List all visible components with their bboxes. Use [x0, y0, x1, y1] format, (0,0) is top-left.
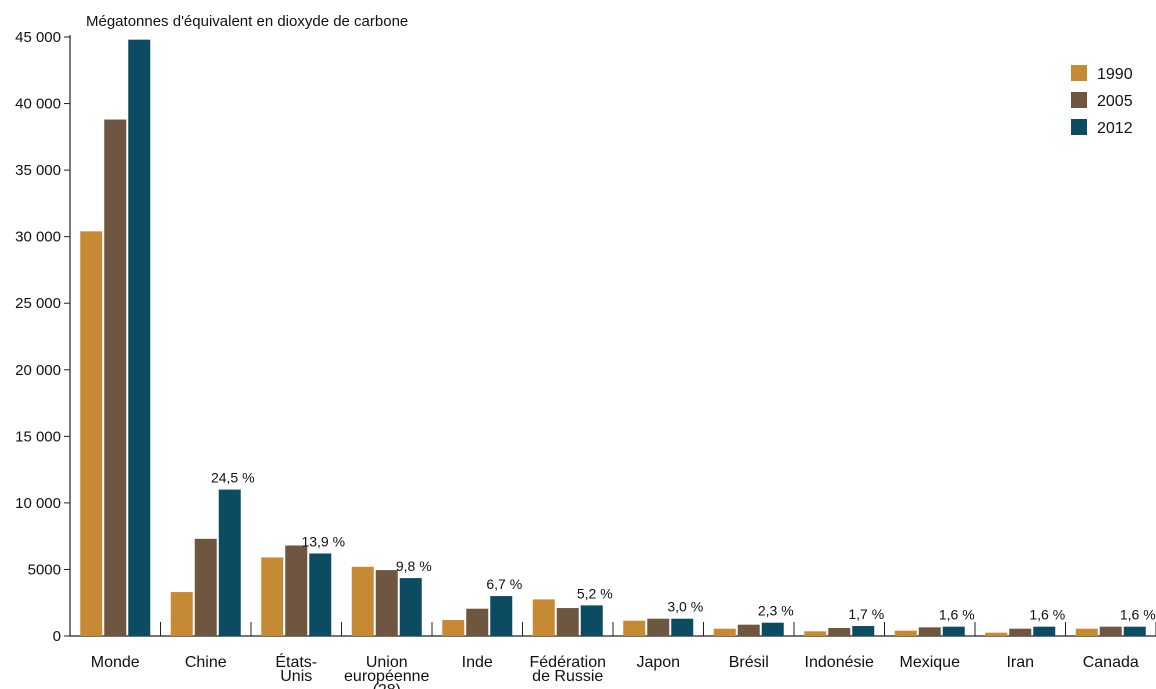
bar-2012 [580, 605, 603, 636]
bar-1990 [623, 620, 646, 636]
bar-2005 [918, 627, 941, 636]
bar-2005 [1099, 626, 1122, 636]
x-category-label: Chine [185, 654, 227, 671]
x-category-label: Canada [1083, 654, 1139, 671]
y-tick-label: 25 000 [15, 295, 61, 312]
bar-2012 [218, 489, 241, 636]
bar-group [351, 566, 422, 636]
bar-1990 [894, 630, 917, 636]
bar-group [261, 545, 332, 636]
bar-group [623, 618, 694, 636]
data-labels: 24,5 % 13,9 % 9,8 % 6,7 % 5,2 % 3,0 % 2,3 % 1,7… [211, 470, 1156, 623]
bar-1990 [532, 599, 555, 636]
y-tick-label: 0 [53, 628, 61, 645]
bar-2012 [309, 553, 332, 636]
bar-2012 [761, 622, 784, 636]
bar-1990 [80, 231, 103, 636]
y-tick-label: 45 000 [15, 29, 61, 46]
bar-2012 [671, 618, 694, 636]
share-data-label: 5,2 % [577, 585, 613, 601]
y-tick-label: 5000 [28, 561, 61, 578]
y-tick-label: 15 000 [15, 428, 61, 445]
legend-swatch-1990 [1071, 65, 1087, 81]
bar-2005 [375, 570, 398, 636]
share-data-label: 3,0 % [667, 599, 703, 615]
bar-2005 [104, 119, 127, 637]
legend-swatch-2005 [1071, 92, 1087, 108]
bar-2012 [852, 626, 875, 636]
bar-group [713, 622, 784, 636]
share-data-label: 2,3 % [758, 603, 794, 619]
bar-1990 [713, 628, 736, 636]
share-data-label: 1,7 % [848, 606, 884, 622]
y-tick-label: 10 000 [15, 495, 61, 512]
bar-groups [80, 39, 1146, 637]
bar-group [170, 489, 241, 636]
bar-group [442, 596, 513, 636]
x-category-label: Iran [1006, 654, 1034, 671]
bar-1990 [1075, 628, 1098, 636]
y-axis-title: Mégatonnes d'équivalent en dioxyde de ca… [86, 13, 408, 30]
x-category-label: Monde [91, 654, 140, 671]
x-category-label: États-Unis [275, 652, 317, 685]
bar-1990 [261, 557, 284, 636]
share-data-label: 13,9 % [301, 533, 345, 549]
legend-swatch-2012 [1071, 119, 1087, 135]
share-data-label: 1,6 % [939, 607, 975, 623]
legend-label-2005: 2005 [1097, 93, 1133, 110]
bar-group [1075, 626, 1146, 636]
y-tick-label: 40 000 [15, 96, 61, 113]
bar-2012 [399, 578, 422, 636]
bar-1990 [442, 620, 465, 636]
share-data-label: 24,5 % [211, 470, 255, 486]
bar-group [985, 626, 1056, 636]
x-category-label: Fédération de Russie [530, 654, 607, 685]
legend: 1990 2005 2012 [1071, 65, 1133, 137]
bar-2012 [1033, 626, 1056, 636]
bar-2005 [828, 628, 851, 636]
y-tick-label: 20 000 [15, 362, 61, 379]
bar-2012 [490, 596, 513, 636]
y-tick-label: 35 000 [15, 162, 61, 179]
bar-2005 [647, 618, 670, 636]
bar-2012 [128, 39, 151, 636]
x-category-label: Inde [462, 654, 493, 671]
bar-2012 [942, 626, 965, 636]
bar-2005 [285, 545, 308, 636]
bar-2005 [466, 608, 489, 636]
x-category-label: Japon [636, 654, 680, 671]
x-category-label: Brésil [729, 654, 769, 671]
legend-label-1990: 1990 [1097, 66, 1133, 83]
bar-1990 [170, 592, 193, 636]
bar-1990 [985, 632, 1008, 636]
bar-2005 [737, 624, 760, 636]
share-data-label: 6,7 % [486, 576, 522, 592]
share-data-label: 1,6 % [1120, 607, 1156, 623]
share-data-label: 1,6 % [1029, 607, 1065, 623]
bar-group [80, 39, 151, 637]
bar-2005 [556, 608, 579, 636]
bar-2005 [194, 538, 217, 636]
bar-1990 [804, 631, 827, 636]
share-data-label: 9,8 % [396, 558, 432, 574]
x-category-label: Indonésie [805, 654, 874, 671]
y-axis: 0 5000 10 000 15 000 20 000 25 000 30 000 35 00… [15, 29, 71, 645]
bar-group [894, 626, 965, 636]
bar-group [804, 626, 875, 636]
legend-label-2012: 2012 [1097, 120, 1133, 137]
x-category-label: Mexique [900, 654, 961, 671]
y-tick-label: 30 000 [15, 229, 61, 246]
bar-1990 [351, 566, 374, 636]
bar-2012 [1123, 626, 1146, 636]
bar-2005 [1009, 628, 1032, 636]
bar-group [532, 599, 603, 636]
